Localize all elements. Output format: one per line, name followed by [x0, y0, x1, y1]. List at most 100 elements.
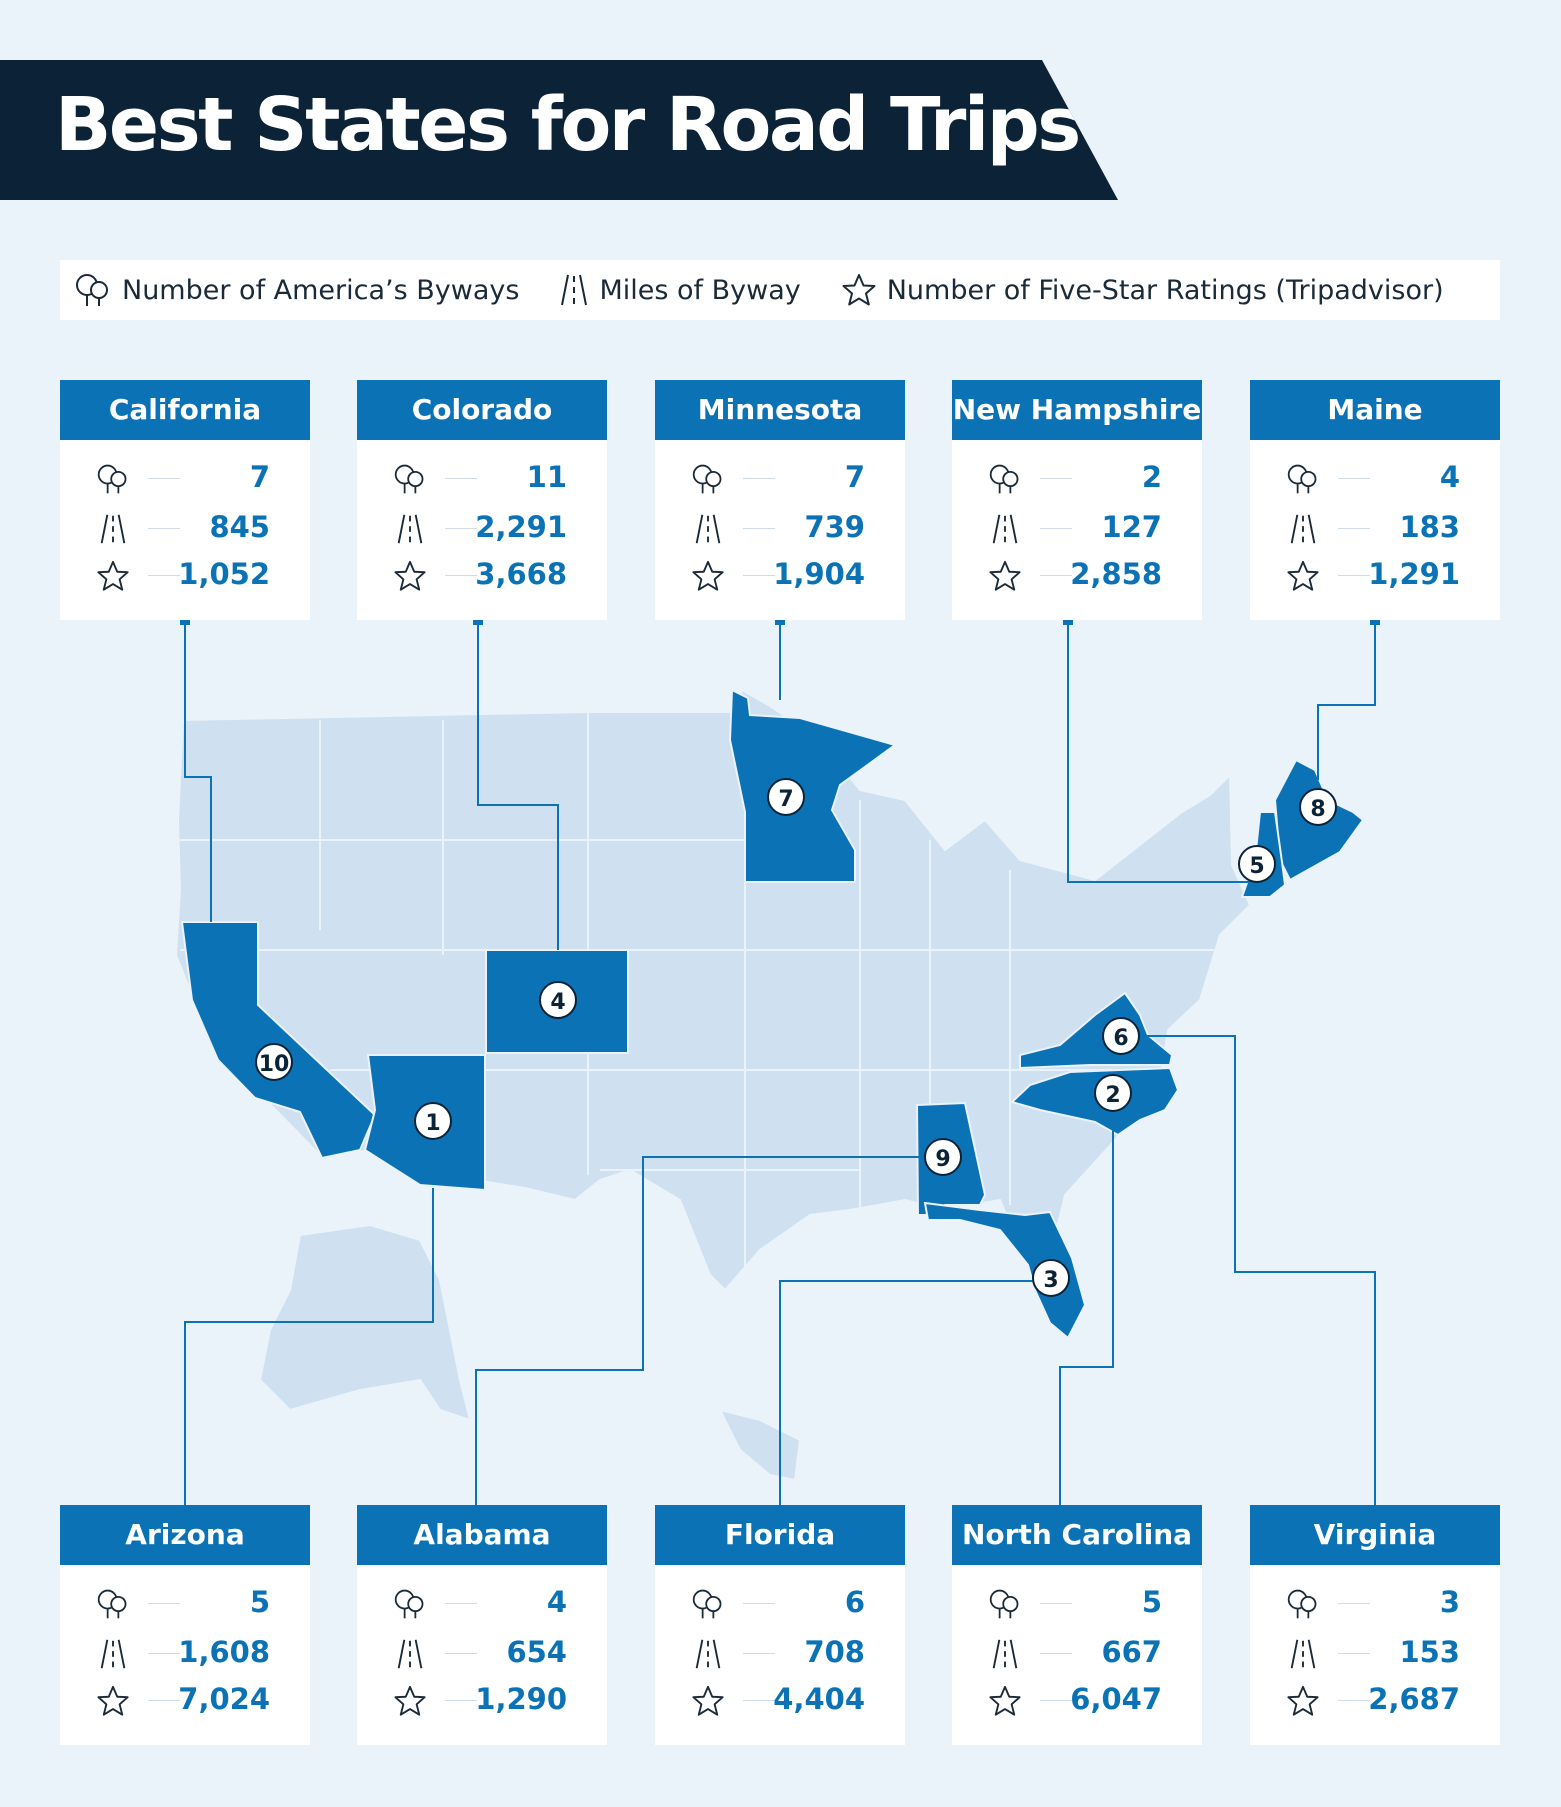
rank-marker-north-carolina: 2 [1094, 1074, 1132, 1112]
leader-line [1040, 575, 1072, 576]
miles-row: 845 [96, 508, 270, 548]
state-name: Maine [1250, 380, 1500, 440]
byways-row: 6 [691, 1583, 865, 1623]
star-icon [394, 1685, 426, 1716]
rank-label: 1 [425, 1111, 440, 1136]
leader-line [743, 1700, 775, 1701]
legend-miles-label: Miles of Byway [599, 274, 801, 306]
ratings-value: 1,291 [1368, 557, 1460, 591]
leader-line [1040, 1700, 1072, 1701]
legend-item-ratings: Number of Five-Star Ratings (Tripadvisor… [841, 272, 1444, 308]
leader-line [1338, 1700, 1370, 1701]
star-icon [1287, 560, 1319, 591]
rank-marker-alabama: 9 [924, 1138, 962, 1176]
leader-line [445, 478, 477, 479]
byways-value: 7 [249, 460, 270, 494]
road-icon [100, 1639, 126, 1669]
state-card-colorado: Colorado 11 2,291 [357, 380, 607, 620]
byways-row: 4 [1286, 458, 1460, 498]
road-icon [992, 1639, 1018, 1669]
byways-value: 5 [1141, 1585, 1162, 1619]
road-icon [695, 514, 721, 544]
byways-row: 5 [96, 1583, 270, 1623]
state-card-california: California 7 845 [60, 380, 310, 620]
ratings-row: 1,904 [691, 555, 865, 595]
road-icon [992, 514, 1018, 544]
florida-shape [923, 1201, 1087, 1340]
ratings-row: 2,858 [988, 555, 1162, 595]
trees-icon [692, 464, 722, 494]
trees-icon [1287, 1589, 1317, 1619]
byways-value: 3 [1439, 1585, 1460, 1619]
state-name: California [60, 380, 310, 440]
minnesota-shape [728, 688, 898, 883]
legend-item-byways: Number of America’s Byways [74, 272, 519, 308]
miles-row: 654 [393, 1633, 567, 1673]
state-card-virginia: Virginia 3 153 [1250, 1505, 1500, 1745]
north-carolina-shape [1010, 1066, 1180, 1137]
ratings-value: 1,052 [178, 557, 270, 591]
byways-row: 7 [691, 458, 865, 498]
miles-row: 1,608 [96, 1633, 270, 1673]
legend-byways-label: Number of America’s Byways [122, 274, 520, 306]
leader-line [148, 528, 180, 529]
ratings-value: 1,290 [475, 1682, 567, 1716]
rank-label: 7 [778, 787, 793, 812]
byways-row: 5 [988, 1583, 1162, 1623]
leader-line [743, 528, 775, 529]
miles-row: 739 [691, 508, 865, 548]
trees-icon [692, 1589, 722, 1619]
leader-line [1040, 528, 1072, 529]
leader-line [743, 1653, 775, 1654]
legend: Number of America’s Byways Miles of Bywa… [60, 260, 1500, 320]
rank-label: 10 [259, 1052, 290, 1077]
road-icon [100, 514, 126, 544]
leader-line [148, 575, 180, 576]
ratings-value: 3,668 [475, 557, 567, 591]
star-icon [97, 560, 129, 591]
star-icon [989, 1685, 1021, 1716]
byways-value: 4 [1439, 460, 1460, 494]
miles-value: 654 [506, 1635, 567, 1669]
miles-value: 183 [1399, 510, 1460, 544]
state-name: Minnesota [655, 380, 905, 440]
road-icon [695, 1639, 721, 1669]
trees-icon [97, 1589, 127, 1619]
legend-ratings-label: Number of Five-Star Ratings (Tripadvisor… [886, 274, 1444, 306]
ratings-row: 6,047 [988, 1680, 1162, 1720]
star-icon [989, 560, 1021, 591]
ratings-value: 7,024 [178, 1682, 270, 1716]
miles-value: 708 [804, 1635, 865, 1669]
leader-line [148, 1653, 180, 1654]
leader-line [1040, 478, 1072, 479]
miles-row: 127 [988, 508, 1162, 548]
road-icon [1290, 1639, 1316, 1669]
trees-icon [76, 274, 108, 306]
leader-line [148, 1603, 180, 1604]
ratings-value: 4,404 [773, 1682, 865, 1716]
rank-marker-florida: 3 [1032, 1259, 1070, 1297]
byways-value: 5 [249, 1585, 270, 1619]
ratings-value: 6,047 [1070, 1682, 1162, 1716]
legend-item-miles: Miles of Byway [559, 272, 801, 308]
rank-label: 4 [550, 990, 565, 1015]
state-card-maine: Maine 4 183 [1250, 380, 1500, 620]
rank-marker-colorado: 4 [539, 981, 577, 1019]
state-name: Virginia [1250, 1505, 1500, 1565]
leader-line [1338, 575, 1370, 576]
leader-line [445, 1700, 477, 1701]
ratings-value: 2,858 [1070, 557, 1162, 591]
hawaii-shape [718, 1408, 802, 1482]
rank-label: 5 [1249, 854, 1264, 879]
rank-marker-virginia: 6 [1102, 1017, 1140, 1055]
title-banner: Best States for Road Trips [0, 60, 1118, 200]
star-icon [97, 1685, 129, 1716]
miles-row: 667 [988, 1633, 1162, 1673]
ratings-row: 2,687 [1286, 1680, 1460, 1720]
connector-endpoints [180, 615, 1380, 625]
trees-icon [394, 464, 424, 494]
miles-row: 2,291 [393, 508, 567, 548]
state-card-minnesota: Minnesota 7 739 [655, 380, 905, 620]
byways-value: 7 [844, 460, 865, 494]
